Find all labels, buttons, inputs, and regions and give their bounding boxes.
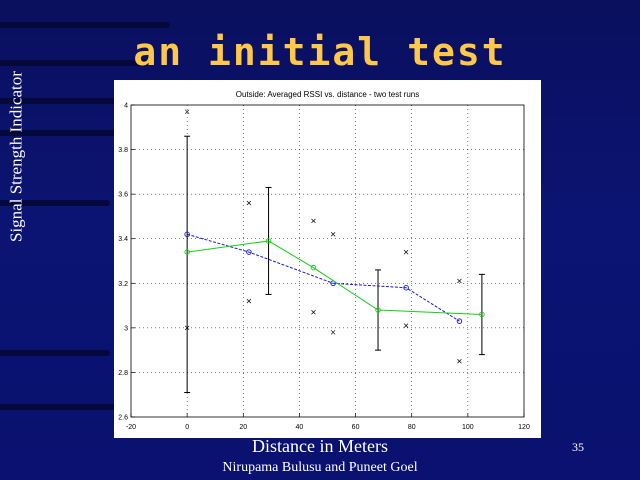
error-bar: [184, 135, 191, 393]
scatter-point: [311, 218, 316, 224]
x-tick-label: 120: [518, 424, 530, 431]
chart: Outside: Averaged RSSI vs. distance - tw…: [118, 90, 530, 431]
series-1-point: [184, 231, 190, 238]
y-tick-label: 4: [124, 103, 128, 110]
y-tick-label: 2.6: [118, 415, 128, 422]
decorative-stripe: [0, 98, 130, 104]
decorative-stripe: [0, 200, 110, 206]
plot-frame: [130, 104, 525, 418]
scatter-point-stroke: [403, 323, 409, 328]
decorative-stripe: [0, 404, 120, 410]
scatter-point-stroke: [403, 249, 409, 255]
scatter-point: [311, 310, 316, 315]
authors: Nirupama Bulusu and Puneet Goel: [222, 460, 418, 475]
decorative-stripe: [0, 130, 120, 136]
scatter-point: [184, 325, 190, 331]
x-tick-label: -20: [126, 424, 136, 431]
scatter-point: [403, 323, 409, 328]
scatter-point: [330, 232, 336, 237]
scatter-point: [246, 298, 252, 304]
scatter-point: [330, 330, 336, 335]
scatter-point-stroke: [311, 218, 316, 224]
scatter-point-stroke: [246, 298, 252, 304]
series-2-point: [479, 311, 485, 318]
scatter-point-stroke: [330, 330, 336, 335]
decorative-stripe: [0, 350, 110, 356]
page-number: 35: [572, 440, 584, 454]
series-1-point: [246, 249, 252, 255]
x-tick-label: 80: [408, 424, 416, 431]
x-tick-label: 20: [239, 424, 247, 431]
x-tick-label: 100: [462, 424, 474, 431]
series-line-2: [187, 240, 482, 315]
plot-panel: Outside: Averaged RSSI vs. distance - tw…: [114, 80, 541, 438]
x-axis-label: Distance in Meters: [252, 436, 388, 456]
scatter-point: [457, 359, 462, 364]
series-line-1: [187, 233, 460, 322]
x-tick-label: 40: [296, 424, 304, 431]
chart-title: Outside: Averaged RSSI vs. distance - tw…: [236, 90, 420, 99]
y-axis-label: Signal Strength Indicator: [6, 71, 26, 242]
y-tick-label: 3.8: [118, 147, 128, 154]
scatter-point-stroke: [330, 232, 336, 237]
y-tick-label: 3.2: [118, 281, 128, 288]
scatter-point: [184, 109, 190, 114]
scatter-point-stroke: [184, 325, 190, 331]
scatter-point: [246, 200, 252, 206]
scatter-point-stroke: [246, 200, 252, 206]
scatter-point-stroke: [457, 278, 462, 284]
series-1-point: [403, 284, 409, 291]
scatter-point: [457, 278, 462, 284]
y-tick-label: 2.8: [118, 370, 128, 377]
y-tick-label: 3.6: [118, 192, 128, 199]
x-tick-label: 60: [352, 424, 360, 431]
scatter-point-stroke: [311, 310, 316, 315]
series-2-point: [310, 264, 317, 271]
y-tick-label: 3.4: [118, 236, 128, 243]
scatter-point: [403, 249, 409, 255]
decorative-stripe: [0, 22, 170, 28]
series-2-point: [184, 249, 190, 255]
series-2-point: [265, 238, 272, 244]
series-2-point: [375, 307, 381, 313]
scatter-point-stroke: [184, 109, 190, 114]
decorative-stripe: [0, 60, 150, 66]
slide-title: an initial test: [133, 30, 507, 74]
scatter-point-stroke: [457, 359, 462, 364]
y-tick-label: 3: [124, 325, 128, 332]
x-tick-label: 0: [185, 424, 189, 431]
series-1-point: [456, 318, 463, 324]
